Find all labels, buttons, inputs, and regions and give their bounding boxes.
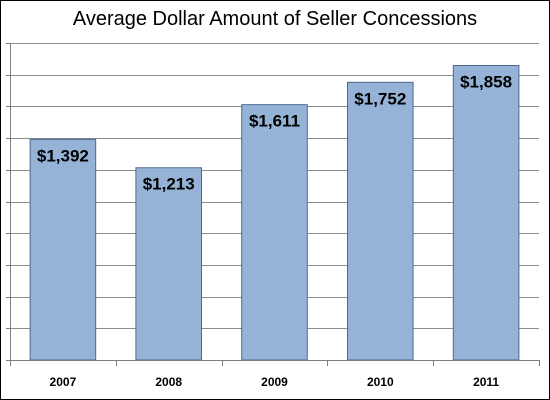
- labels: $1,392 2007 $1,213 2008 $1,611 2009 $1,752 2010…: [37, 73, 512, 389]
- data-label-2011: $1,858: [460, 73, 512, 92]
- data-label-2007: $1,392: [37, 146, 89, 165]
- x-tick-label-2011: 2011: [473, 375, 499, 389]
- data-label-2009: $1,611: [249, 112, 300, 131]
- x-tick-label-2007: 2007: [50, 375, 77, 389]
- x-tick-label-2008: 2008: [155, 375, 182, 389]
- axes: [6, 43, 540, 366]
- bar-2009: [241, 104, 308, 361]
- x-tick-label-2010: 2010: [367, 375, 394, 389]
- data-label-2008: $1,213: [143, 175, 195, 194]
- bar-2008: [135, 167, 202, 361]
- data-label-2010: $1,752: [354, 89, 406, 108]
- chart-title: Average Dollar Amount of Seller Concessi…: [72, 8, 478, 30]
- bars: [29, 65, 520, 361]
- x-tick-label-2009: 2009: [261, 375, 288, 389]
- bar-2010: [347, 81, 414, 361]
- bar-2011: [452, 65, 520, 361]
- bar-2007: [29, 138, 97, 361]
